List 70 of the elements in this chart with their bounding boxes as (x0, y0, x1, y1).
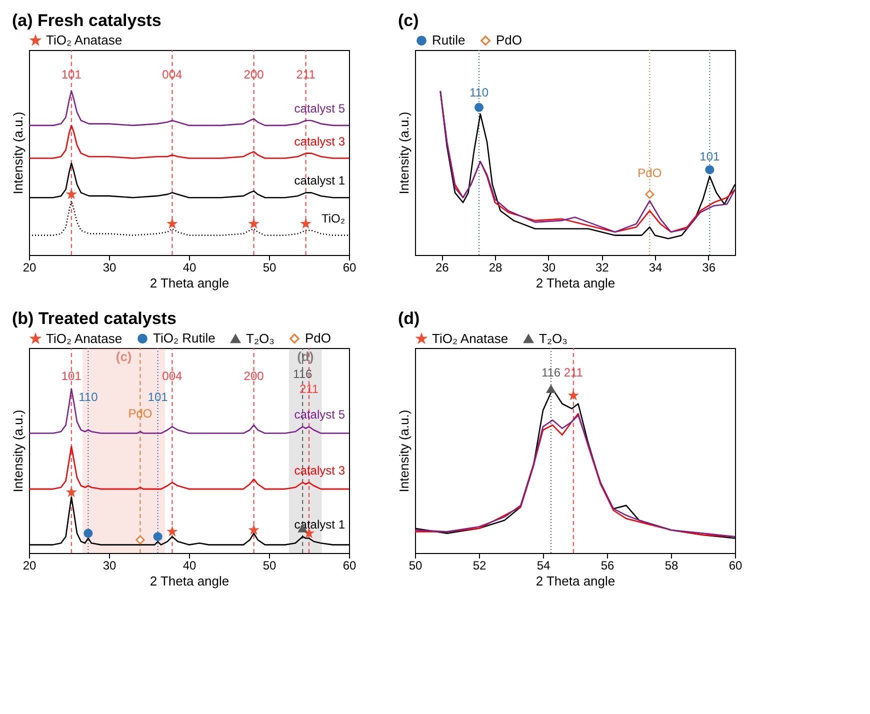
chart-title: (d) (398, 309, 420, 328)
annotation: 211 (299, 382, 319, 396)
chart-title: (a) Fresh catalysts (12, 11, 162, 30)
legend-label: TiO₂ Rutile (153, 330, 216, 346)
annotation: 101 (700, 150, 720, 164)
series-label: catalyst 3 (294, 134, 346, 148)
chart-title: (b) Treated catalysts (12, 309, 176, 328)
x-tick-label: 20 (22, 260, 36, 274)
y-axis-title: Intensity (a.u.) (396, 112, 412, 194)
annotation: 004 (162, 368, 183, 383)
point (84, 528, 93, 538)
annotation: 101 (61, 68, 82, 82)
annotation: 200 (244, 68, 264, 82)
series-label: TiO₂ (321, 211, 346, 226)
x-axis-title: 2 Theta angle (536, 276, 616, 290)
y-axis-title: Intensity (a.u.) (396, 410, 412, 492)
annotation: 004 (162, 68, 183, 82)
legend-label: TiO₂ Anatase (432, 330, 508, 346)
legend-label: Rutile (432, 32, 466, 48)
x-tick-label: 60 (342, 260, 356, 274)
series-label: catalyst 3 (294, 463, 346, 478)
annotation: 211 (296, 68, 316, 82)
x-tick-label: 30 (102, 260, 116, 274)
x-tick-label: 50 (262, 260, 276, 274)
x-tick-label: 40 (182, 558, 196, 572)
x-tick-label: 30 (102, 558, 116, 572)
legend-label: T₂O₃ (539, 330, 568, 346)
series-label: catalyst 5 (294, 408, 346, 422)
point (249, 526, 258, 534)
point (136, 535, 145, 544)
x-tick-label: 50 (262, 558, 276, 572)
chart-title: (c) (398, 11, 419, 30)
band-label: (c) (116, 349, 132, 364)
point (153, 532, 162, 542)
x-tick-label: 30 (542, 260, 556, 274)
x-tick-label: 56 (600, 558, 614, 572)
y-axis-title: Intensity (a.u.) (10, 410, 26, 492)
x-axis-title: 2 Theta angle (150, 276, 230, 290)
x-tick-label: 40 (182, 260, 196, 274)
x-tick-label: 36 (702, 260, 716, 274)
annotation: PdO (128, 406, 152, 421)
x-axis-title: 2 Theta angle (536, 574, 616, 588)
x-tick-label: 60 (342, 558, 356, 572)
legend-label: PdO (305, 330, 332, 346)
annotation: 101 (148, 390, 168, 404)
annotation: 200 (244, 368, 264, 383)
legend-label: TiO₂ Anatase (46, 32, 122, 48)
annotation: 101 (61, 368, 82, 383)
x-tick-label: 34 (648, 260, 662, 274)
x-tick-label: 58 (664, 558, 678, 572)
x-tick-label: 20 (22, 558, 36, 572)
series-label: catalyst 5 (294, 102, 346, 116)
point (168, 527, 177, 536)
series-label: catalyst 1 (294, 174, 346, 188)
x-tick-label: 60 (728, 558, 742, 572)
x-tick-label: 26 (435, 260, 450, 274)
legend-label: TiO₂ Anatase (46, 330, 122, 346)
annotation: PdO (638, 166, 662, 180)
band-label: (d) (297, 349, 314, 364)
x-tick-label: 32 (595, 260, 610, 274)
x-tick-label: 52 (472, 558, 486, 572)
annotation: 110 (78, 390, 98, 404)
x-tick-label: 50 (408, 558, 422, 572)
x-axis-title: 2 Theta angle (150, 574, 230, 588)
legend-label: T₂O₃ (246, 330, 274, 346)
legend-label: PdO (496, 32, 522, 48)
annotation: 211 (564, 366, 584, 380)
x-tick-label: 28 (488, 260, 502, 274)
y-axis-title: Intensity (a.u.) (10, 112, 26, 194)
x-tick-label: 54 (536, 558, 550, 572)
